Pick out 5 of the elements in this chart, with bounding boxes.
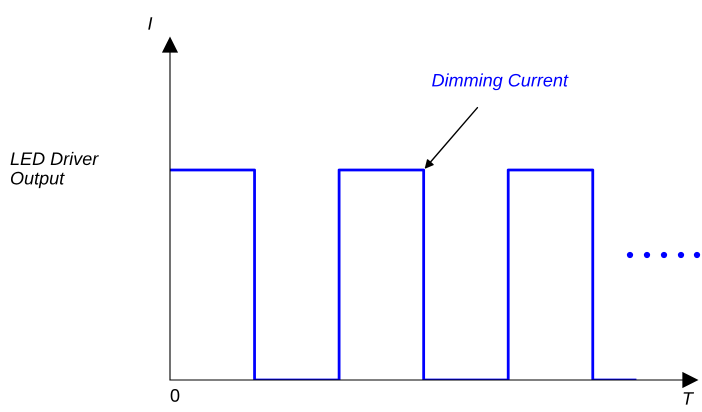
text: Dimming Current: [432, 73, 569, 90]
text: LED Driver Output: [10, 152, 99, 188]
x-axis-title: T: [684, 392, 694, 405]
text: 0: [170, 389, 180, 402]
text: I: [148, 17, 152, 30]
